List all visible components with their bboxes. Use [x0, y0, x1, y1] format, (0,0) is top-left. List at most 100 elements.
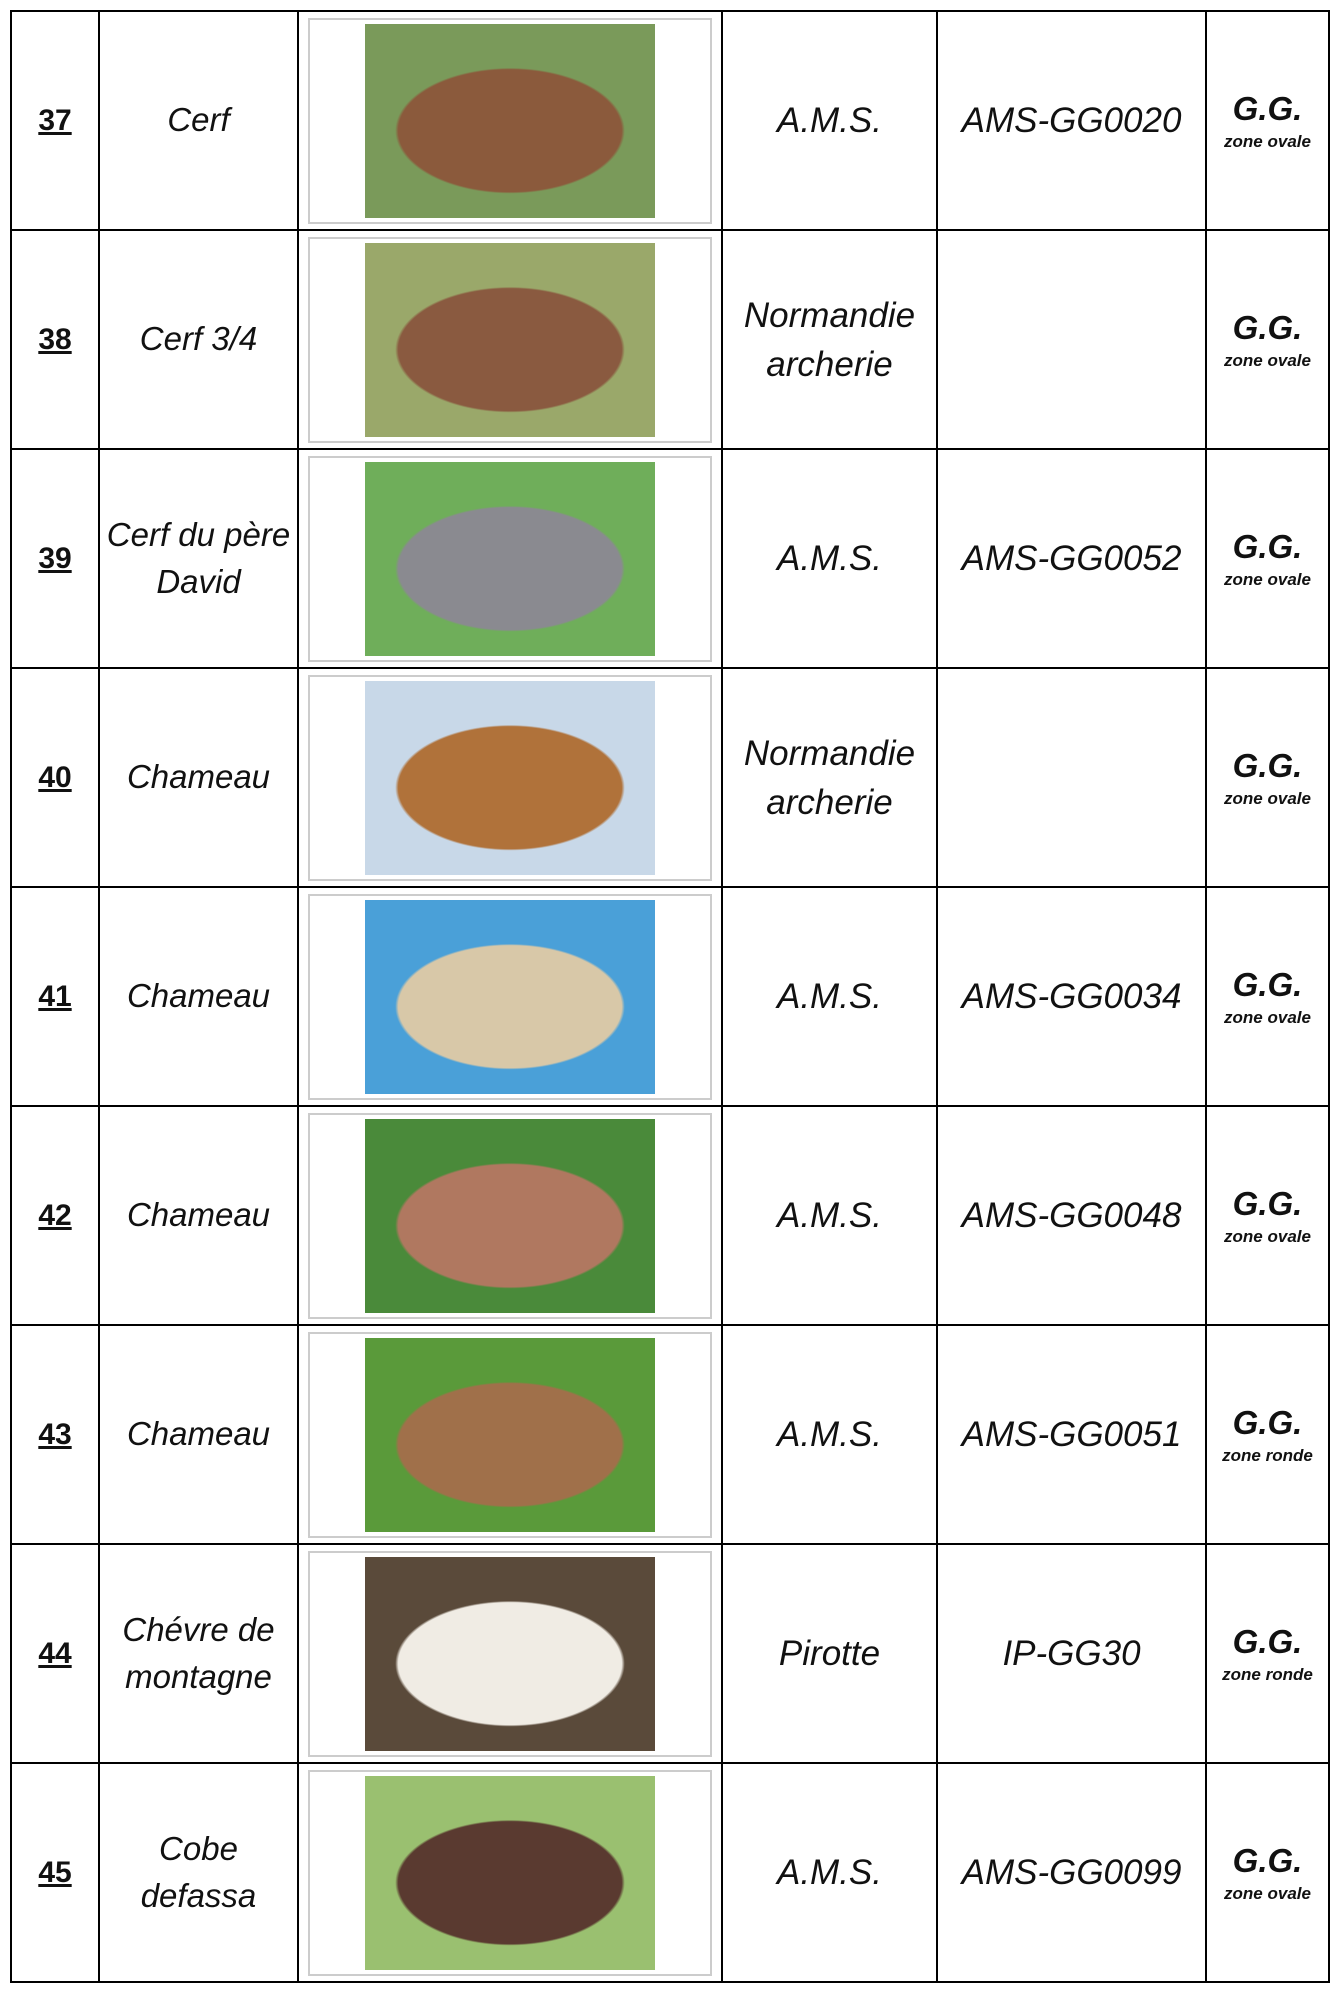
animal-name: Cerf du père David [106, 516, 291, 600]
ref-cell [936, 667, 1207, 888]
number-cell: 42 [10, 1105, 100, 1326]
ref-cell: IP-GG30 [936, 1543, 1207, 1764]
ref-cell: AMS-GG0052 [936, 448, 1207, 669]
reference: IP-GG30 [1002, 1634, 1141, 1673]
photo-cell [297, 229, 723, 450]
number-cell: 39 [10, 448, 100, 669]
maker-cell: A.M.S. [721, 1324, 938, 1545]
table-row: 40 Chameau Normandie archerie G.G. zone oval… [10, 667, 1330, 888]
maker: Normandie archerie [743, 733, 916, 822]
number-cell: 45 [10, 1762, 100, 1983]
size-cell: G.G. zone ovale [1205, 448, 1330, 669]
ref-cell [936, 229, 1207, 450]
table-body: 37 Cerf A.M.S. AMS-GG0020 G.G. zone ovale 38 Ce… [10, 10, 1330, 1983]
reference: AMS-GG0020 [961, 101, 1182, 140]
photo-frame [308, 674, 712, 881]
size-cell: G.G. zone ovale [1205, 229, 1330, 450]
name-cell: Cerf [98, 10, 299, 231]
number: 45 [38, 1855, 72, 1889]
target-photo [365, 1337, 655, 1532]
photo-frame [308, 1112, 712, 1319]
size: G.G. [1232, 89, 1303, 127]
number: 41 [38, 979, 72, 1013]
animal-name: Cobe defassa [140, 1830, 257, 1914]
size-cell: G.G. zone ovale [1205, 1105, 1330, 1326]
reference: AMS-GG0034 [961, 977, 1182, 1016]
photo-cell [297, 10, 723, 231]
zone: zone ovale [1224, 788, 1311, 808]
name-cell: Cerf 3/4 [98, 229, 299, 450]
target-photo [365, 23, 655, 218]
table-row: 44 Chévre de montagne Pirotte IP-GG30 G.G. zo… [10, 1543, 1330, 1764]
number: 39 [38, 541, 72, 575]
size-cell: G.G. zone ovale [1205, 10, 1330, 231]
size: G.G. [1232, 308, 1303, 346]
animal-name: Chameau [126, 977, 271, 1015]
table-row: 37 Cerf A.M.S. AMS-GG0020 G.G. zone ovale [10, 10, 1330, 231]
photo-frame [308, 1550, 712, 1757]
zone: zone ovale [1224, 350, 1311, 370]
maker-cell: A.M.S. [721, 1105, 938, 1326]
photo-frame [308, 893, 712, 1100]
photo-cell [297, 448, 723, 669]
size: G.G. [1232, 1184, 1303, 1222]
size-cell: G.G. zone ovale [1205, 667, 1330, 888]
size-cell: G.G. zone ovale [1205, 1762, 1330, 1983]
photo-frame [308, 236, 712, 443]
photo-frame [308, 17, 712, 224]
name-cell: Chameau [98, 667, 299, 888]
maker: A.M.S. [776, 1196, 883, 1235]
photo-frame [308, 455, 712, 662]
target-photo [365, 461, 655, 656]
zone: zone ronde [1222, 1445, 1313, 1465]
maker-cell: Normandie archerie [721, 229, 938, 450]
size-cell: G.G. zone ronde [1205, 1324, 1330, 1545]
zone: zone ovale [1224, 569, 1311, 589]
animal-name: Chameau [126, 1415, 271, 1453]
number: 40 [38, 760, 72, 794]
name-cell: Cerf du père David [98, 448, 299, 669]
photo-cell [297, 667, 723, 888]
photo-cell [297, 1543, 723, 1764]
name-cell: Chameau [98, 886, 299, 1107]
ref-cell: AMS-GG0048 [936, 1105, 1207, 1326]
name-cell: Chameau [98, 1105, 299, 1326]
maker-cell: A.M.S. [721, 448, 938, 669]
table-row: 38 Cerf 3/4 Normandie archerie G.G. zone ova… [10, 229, 1330, 450]
reference: AMS-GG0051 [961, 1415, 1182, 1454]
maker-cell: A.M.S. [721, 1762, 938, 1983]
animal-name: Chameau [126, 758, 271, 796]
ref-cell: AMS-GG0099 [936, 1762, 1207, 1983]
name-cell: Cobe defassa [98, 1762, 299, 1983]
maker: Pirotte [778, 1634, 881, 1673]
target-photo [365, 899, 655, 1094]
zone: zone ovale [1224, 1007, 1311, 1027]
size: G.G. [1232, 1403, 1303, 1441]
ref-cell: AMS-GG0034 [936, 886, 1207, 1107]
animal-name: Chévre de montagne [122, 1611, 275, 1695]
maker-cell: Pirotte [721, 1543, 938, 1764]
size: G.G. [1232, 1841, 1303, 1879]
maker: A.M.S. [776, 977, 883, 1016]
table-row: 42 Chameau A.M.S. AMS-GG0048 G.G. zone ovale [10, 1105, 1330, 1326]
photo-cell [297, 1105, 723, 1326]
ref-cell: AMS-GG0051 [936, 1324, 1207, 1545]
maker: A.M.S. [776, 101, 883, 140]
size: G.G. [1232, 527, 1303, 565]
zone: zone ovale [1224, 1883, 1311, 1903]
table-row: 39 Cerf du père David A.M.S. AMS-GG0052 G.G.… [10, 448, 1330, 669]
name-cell: Chameau [98, 1324, 299, 1545]
maker: A.M.S. [776, 1415, 883, 1454]
number-cell: 41 [10, 886, 100, 1107]
photo-cell [297, 1762, 723, 1983]
size: G.G. [1232, 965, 1303, 1003]
number-cell: 38 [10, 229, 100, 450]
number-cell: 43 [10, 1324, 100, 1545]
animal-name: Cerf 3/4 [139, 320, 258, 358]
maker: A.M.S. [776, 539, 883, 578]
number: 44 [38, 1636, 72, 1670]
maker-cell: A.M.S. [721, 10, 938, 231]
reference: AMS-GG0048 [961, 1196, 1182, 1235]
target-photo [365, 1118, 655, 1313]
